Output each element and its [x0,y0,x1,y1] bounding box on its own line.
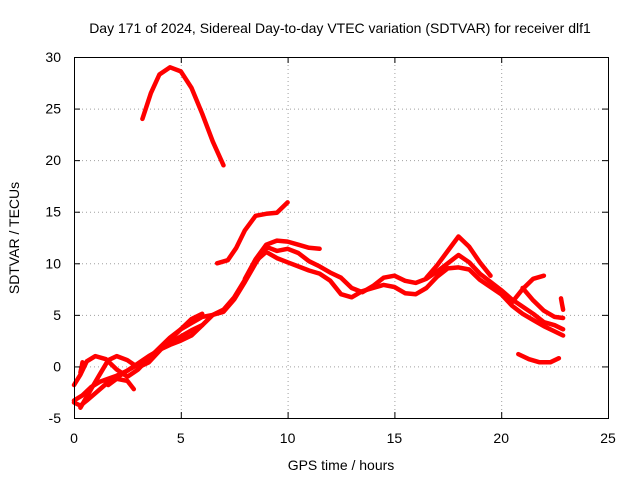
series-track-1 [140,65,226,168]
plot-frame [74,57,609,419]
chart-title: Day 171 of 2024, Sidereal Day-to-day VTE… [89,20,591,36]
series-track-7 [105,376,137,392]
x-tick-label: 25 [600,430,616,446]
x-tick-label: 5 [177,430,185,446]
x-axis-label: GPS time / hours [288,457,395,473]
series-track-2 [214,200,290,266]
series-track-6 [78,311,205,410]
y-tick-label: 20 [45,152,61,168]
axis-ticks [74,57,609,419]
series-track-10 [424,234,493,280]
x-tick-label: 15 [387,430,403,446]
series-layer [71,65,566,410]
x-tick-labels: 0 5 10 15 20 25 [70,430,616,446]
y-tick-labels: -5 0 5 10 15 20 25 30 [45,49,61,426]
series-track-9 [242,238,322,282]
series-track-8 [78,360,85,375]
y-tick-label: 30 [45,49,61,65]
y-tick-label: 25 [45,101,61,117]
y-tick-label: 5 [53,307,61,323]
y-tick-label: -5 [49,410,62,426]
grid [74,57,608,418]
y-tick-label: 0 [53,358,61,374]
series-track-13 [516,351,562,365]
x-tick-label: 20 [493,430,509,446]
x-tick-label: 10 [280,430,296,446]
series-track-11 [509,273,547,305]
series-track-14 [558,296,566,312]
y-tick-label: 10 [45,255,61,271]
x-tick-label: 0 [70,430,78,446]
series-track-5 [71,322,205,408]
y-axis-label: SDTVAR / TECUs [6,182,22,294]
y-tick-label: 15 [45,204,61,220]
series-track-12 [520,285,566,321]
